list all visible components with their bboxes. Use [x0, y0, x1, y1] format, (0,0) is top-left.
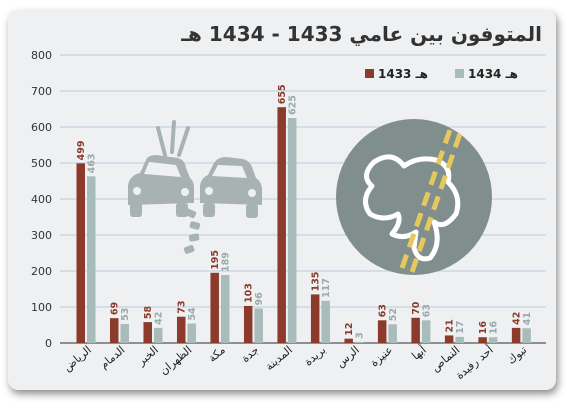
bar-value-label: 16 — [489, 321, 500, 335]
legend: 1434 هـ 1433 هـ — [365, 67, 518, 81]
legend-swatch — [455, 69, 464, 78]
bar-value-label: 58 — [143, 306, 154, 320]
bar — [153, 327, 163, 343]
bar — [478, 337, 487, 343]
bar-value-label: 16 — [478, 321, 489, 335]
bar — [76, 163, 85, 343]
bar — [344, 338, 353, 343]
bar — [143, 322, 152, 343]
bar — [455, 336, 464, 343]
bar — [287, 118, 297, 343]
bar — [388, 324, 397, 343]
bar-value-label: 12 — [344, 322, 355, 335]
car-crash-icon — [128, 120, 262, 254]
bar-value-label: 42 — [154, 312, 165, 325]
bar — [377, 320, 387, 343]
x-tick-label: الظهران — [157, 343, 194, 377]
bar — [511, 327, 521, 343]
chart-title: المتوفون بين عامي 1433 - 1434 هـ — [181, 22, 542, 46]
y-tick-label: 600 — [31, 121, 52, 134]
bar — [421, 320, 431, 343]
bar-value-label: 70 — [411, 301, 422, 315]
bar-value-label: 135 — [311, 272, 322, 292]
legend-label: 1434 هـ — [468, 67, 518, 81]
bar-value-label: 52 — [388, 308, 399, 321]
x-tick-label: عنيزة — [368, 343, 396, 369]
bar — [87, 176, 96, 343]
bar-value-label: 63 — [378, 304, 389, 317]
bar — [321, 300, 330, 343]
y-tick-label: 700 — [31, 85, 52, 98]
bar-value-label: 195 — [210, 250, 221, 270]
bar-value-label: 189 — [221, 252, 232, 272]
x-tick-label: أبها — [409, 343, 429, 363]
bar-value-label: 63 — [422, 304, 433, 317]
bar-value-label: 499 — [76, 141, 87, 161]
bar-value-label: 73 — [177, 300, 188, 313]
y-tick-label: 800 — [31, 49, 52, 62]
bar-value-label: 41 — [522, 312, 533, 325]
y-tick-label: 200 — [31, 265, 52, 278]
x-tick-label: تبوك — [505, 343, 530, 367]
bar — [254, 308, 263, 343]
bar-value-label: 655 — [277, 84, 288, 104]
y-tick-label: 300 — [31, 229, 52, 242]
bar — [522, 328, 531, 343]
bar-value-label: 103 — [244, 283, 255, 303]
bar-value-label: 69 — [110, 302, 121, 315]
y-tick-label: 400 — [31, 193, 52, 206]
bar — [310, 294, 320, 343]
x-tick-label: الخبر — [134, 343, 161, 368]
x-tick-label: الدمام — [97, 343, 127, 371]
x-tick-label: بريدة — [302, 343, 329, 368]
bar-value-label: 53 — [120, 308, 131, 321]
bar — [243, 305, 253, 343]
bar — [411, 317, 420, 343]
y-tick-label: 500 — [31, 157, 52, 170]
bar — [354, 341, 364, 343]
bar-value-label: 42 — [512, 312, 523, 325]
chalk-outline-body-icon — [336, 119, 492, 275]
bar — [277, 107, 286, 343]
bar — [120, 323, 129, 343]
bar — [444, 335, 454, 343]
bars-layer — [76, 107, 531, 343]
bar — [187, 323, 196, 343]
bar-value-label: 463 — [87, 153, 98, 173]
bar-value-label: 3 — [355, 332, 366, 339]
x-tick-label: الرس — [334, 343, 362, 370]
bar — [109, 318, 119, 343]
bar-value-label: 117 — [321, 278, 332, 298]
bar — [488, 337, 498, 343]
bar-value-label: 17 — [455, 321, 466, 334]
bar — [210, 272, 219, 343]
x-tick-label: جدة — [239, 343, 261, 365]
legend-swatch — [365, 69, 374, 78]
bar-value-label: 96 — [254, 292, 265, 306]
bar — [176, 316, 186, 343]
legend-label: 1433 هـ — [378, 67, 428, 81]
x-tick-label: الرياض — [61, 343, 94, 374]
x-tick-label: المدينة — [263, 343, 295, 373]
x-tick-label: أحد رفيدة — [453, 343, 496, 382]
bar-value-label: 625 — [288, 95, 299, 115]
bar-value-label: 21 — [445, 319, 456, 332]
bar-value-label: 54 — [187, 307, 198, 321]
y-tick-label: 0 — [45, 337, 52, 350]
y-tick-label: 100 — [31, 301, 52, 314]
bar — [220, 274, 230, 343]
x-tick-label: مكة — [206, 343, 228, 365]
